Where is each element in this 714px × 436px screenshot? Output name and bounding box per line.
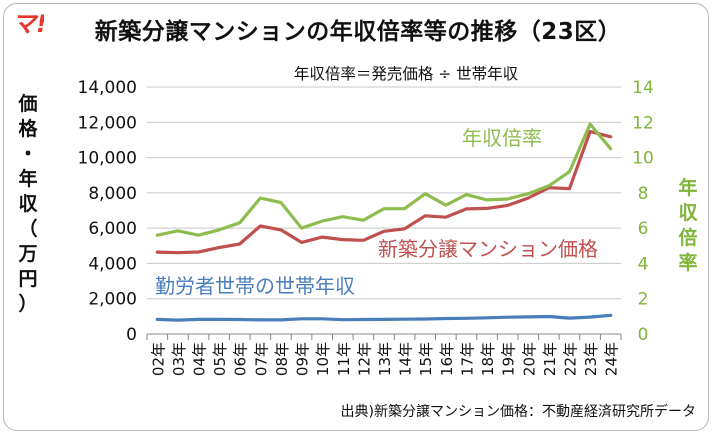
- right-tick-label: 4: [638, 254, 649, 274]
- logo-text: マ!: [12, 10, 44, 38]
- logo: マ!: [12, 10, 44, 38]
- x-tick-label: 14年: [397, 342, 415, 376]
- right-tick-label: 10: [632, 149, 654, 169]
- right-axis-label-char: 倍: [678, 227, 698, 249]
- left-tick-label: 0: [126, 325, 137, 345]
- left-axis-label-char: 収: [18, 193, 38, 215]
- x-tick-label: 08年: [273, 342, 291, 376]
- left-axis-ticks: 0 2,000 4,000 6,000 8,000 10,000 12,000 14,000: [78, 78, 137, 345]
- x-tick-label: 13年: [376, 342, 394, 376]
- left-axis-label-char: 円: [18, 268, 38, 290]
- x-tick-label: 21年: [541, 342, 559, 376]
- source-note: 出典)新築分譲マンション価格：不動産経済研究所データ: [340, 404, 696, 420]
- x-tick-label: 09年: [294, 342, 312, 376]
- left-axis-label-char: 格: [18, 118, 38, 140]
- x-tick-label: 06年: [232, 342, 250, 376]
- right-tick-label: 8: [638, 184, 649, 204]
- chart-title: 新築分譲マンションの年収倍率等の推移（23区）: [94, 19, 622, 45]
- x-tick-label: 05年: [211, 342, 229, 376]
- left-tick-label: 10,000: [78, 149, 137, 169]
- right-tick-label: 12: [632, 113, 654, 133]
- x-tick-label: 17年: [458, 342, 476, 376]
- x-tick-label: 12年: [355, 342, 373, 376]
- left-tick-label: 8,000: [88, 184, 137, 204]
- series-label-2: 勤労者世帯の世帯年収: [155, 274, 355, 298]
- x-tick-label: 03年: [170, 342, 188, 376]
- left-axis-label-char: ・: [18, 143, 38, 165]
- x-tick-label: 02年: [149, 342, 167, 376]
- left-tick-label: 4,000: [88, 254, 137, 274]
- formula-annotation: 年収倍率＝発売価格 ÷ 世帯年収: [294, 65, 519, 83]
- left-tick-label: 2,000: [88, 290, 137, 310]
- x-tick-label: 22年: [561, 342, 579, 376]
- right-tick-label: 6: [638, 219, 649, 239]
- x-tick-label: 18年: [479, 342, 497, 376]
- series-label-1: 年収倍率: [462, 126, 542, 150]
- series-line-0: [155, 129, 613, 255]
- left-axis-label-char: 万: [18, 243, 38, 265]
- right-axis-label-char: 収: [678, 202, 698, 224]
- right-axis-label: 年収倍率: [676, 176, 700, 276]
- x-tick-label: 24年: [603, 342, 621, 376]
- right-axis-label-char: 年: [678, 177, 698, 199]
- right-tick-label: 0: [638, 325, 649, 345]
- x-tick-label: 15年: [417, 342, 435, 376]
- left-axis-label-char: 価: [18, 93, 38, 115]
- x-tick-label: 10年: [314, 342, 332, 376]
- x-tick-label: 07年: [252, 342, 270, 376]
- right-tick-label: 2: [638, 290, 649, 310]
- right-axis-label-char: 率: [678, 252, 698, 274]
- x-tick-label: 19年: [500, 342, 518, 376]
- x-axis-ticks: 02年 03年 04年 05年 06年 07年 08年 09年 10年 11年 12年 13年 14年 1…: [146, 334, 622, 376]
- right-axis-ticks: 0 2 4 6 8 10 12 14: [632, 78, 654, 345]
- left-axis-label-char: 年: [18, 168, 38, 190]
- right-tick-label: 14: [632, 78, 654, 98]
- chart-frame: [3, 3, 709, 431]
- series-line-1: [155, 122, 613, 237]
- series-lines: [155, 122, 613, 322]
- left-tick-label: 6,000: [88, 219, 137, 239]
- x-tick-label: 23年: [582, 342, 600, 376]
- series-line-2: [155, 313, 613, 322]
- x-tick-label: 20年: [520, 342, 538, 376]
- series-label-0: 新築分譲マンション価格: [378, 237, 598, 261]
- left-axis-label-char: ）: [18, 293, 38, 315]
- x-tick-label: 04年: [191, 342, 209, 376]
- left-axis-label-char: （: [18, 218, 38, 240]
- x-tick-label: 11年: [335, 342, 353, 376]
- left-tick-label: 14,000: [78, 78, 137, 98]
- left-axis-label: 価格・年収 （ 万円 ）: [16, 92, 40, 317]
- left-tick-label: 12,000: [78, 113, 137, 133]
- x-tick-label: 16年: [438, 342, 456, 376]
